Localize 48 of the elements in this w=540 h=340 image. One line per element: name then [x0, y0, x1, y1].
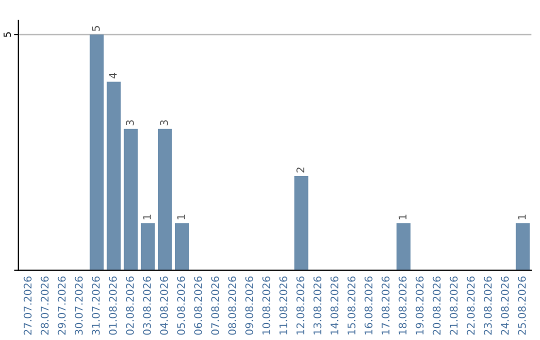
- x-tick-label: 27.07.2026: [24, 276, 32, 335]
- x-tick-label: 01.08.2026: [108, 276, 117, 335]
- x-tick-label: 29.07.2026: [58, 276, 66, 335]
- x-tick-label: 23.08.2026: [484, 276, 492, 335]
- x-tick-label: 07.08.2026: [211, 276, 220, 335]
- data-label: 4: [109, 72, 117, 78]
- x-tick-label: 30.07.2026: [74, 276, 83, 335]
- bar: [396, 223, 411, 270]
- bar: [158, 128, 172, 270]
- x-tick-label: 12.08.2026: [296, 276, 304, 334]
- data-label: 2: [296, 168, 304, 172]
- x-tick-label: 02.08.2026: [126, 276, 134, 335]
- x-tick-label: 10.08.2026: [262, 276, 270, 334]
- x-tick-label: 13.08.2026: [313, 276, 322, 334]
- x-tick-label: 15.08.2026: [348, 276, 356, 334]
- bar: [140, 223, 155, 270]
- x-tick-label: 03.08.2026: [143, 276, 151, 335]
- x-tick-label: 31.07.2026: [92, 276, 100, 335]
- x-tick-label: 25.08.2026: [518, 276, 526, 335]
- bar: [294, 176, 308, 270]
- data-label: 1: [143, 214, 151, 220]
- x-tick-label: 18.08.2026: [398, 276, 407, 334]
- bar: [516, 223, 530, 270]
- x-tick-label: 04.08.2026: [160, 276, 168, 335]
- data-label: 1: [398, 214, 406, 220]
- data-label: 1: [177, 214, 185, 220]
- x-tick-label: 19.08.2026: [416, 276, 424, 334]
- x-tick-label: 05.08.2026: [177, 276, 185, 335]
- x-tick-label: 06.08.2026: [194, 276, 202, 335]
- data-label: 1: [518, 214, 526, 220]
- data-label: 3: [160, 120, 168, 126]
- x-tick-label: 28.07.2026: [40, 276, 49, 335]
- x-tick-label: 16.08.2026: [364, 276, 372, 334]
- bar: [90, 34, 104, 270]
- x-tick-label: 24.08.2026: [500, 276, 509, 335]
- bar: [174, 223, 189, 270]
- x-tick-label: 22.08.2026: [466, 276, 475, 335]
- bar: [106, 82, 121, 270]
- data-label: 5: [92, 26, 100, 31]
- x-tick-label: 14.08.2026: [330, 276, 338, 334]
- x-tick-label: 20.08.2026: [432, 276, 441, 335]
- x-tick-label: 17.08.2026: [382, 276, 390, 334]
- x-tick-label: 08.08.2026: [228, 276, 236, 335]
- x-tick-label: 21.08.2026: [450, 276, 458, 335]
- x-tick-label: 11.08.2026: [279, 276, 288, 334]
- bar: [124, 128, 138, 270]
- x-tick-label: 09.08.2026: [245, 276, 254, 335]
- data-label: 3: [126, 120, 134, 126]
